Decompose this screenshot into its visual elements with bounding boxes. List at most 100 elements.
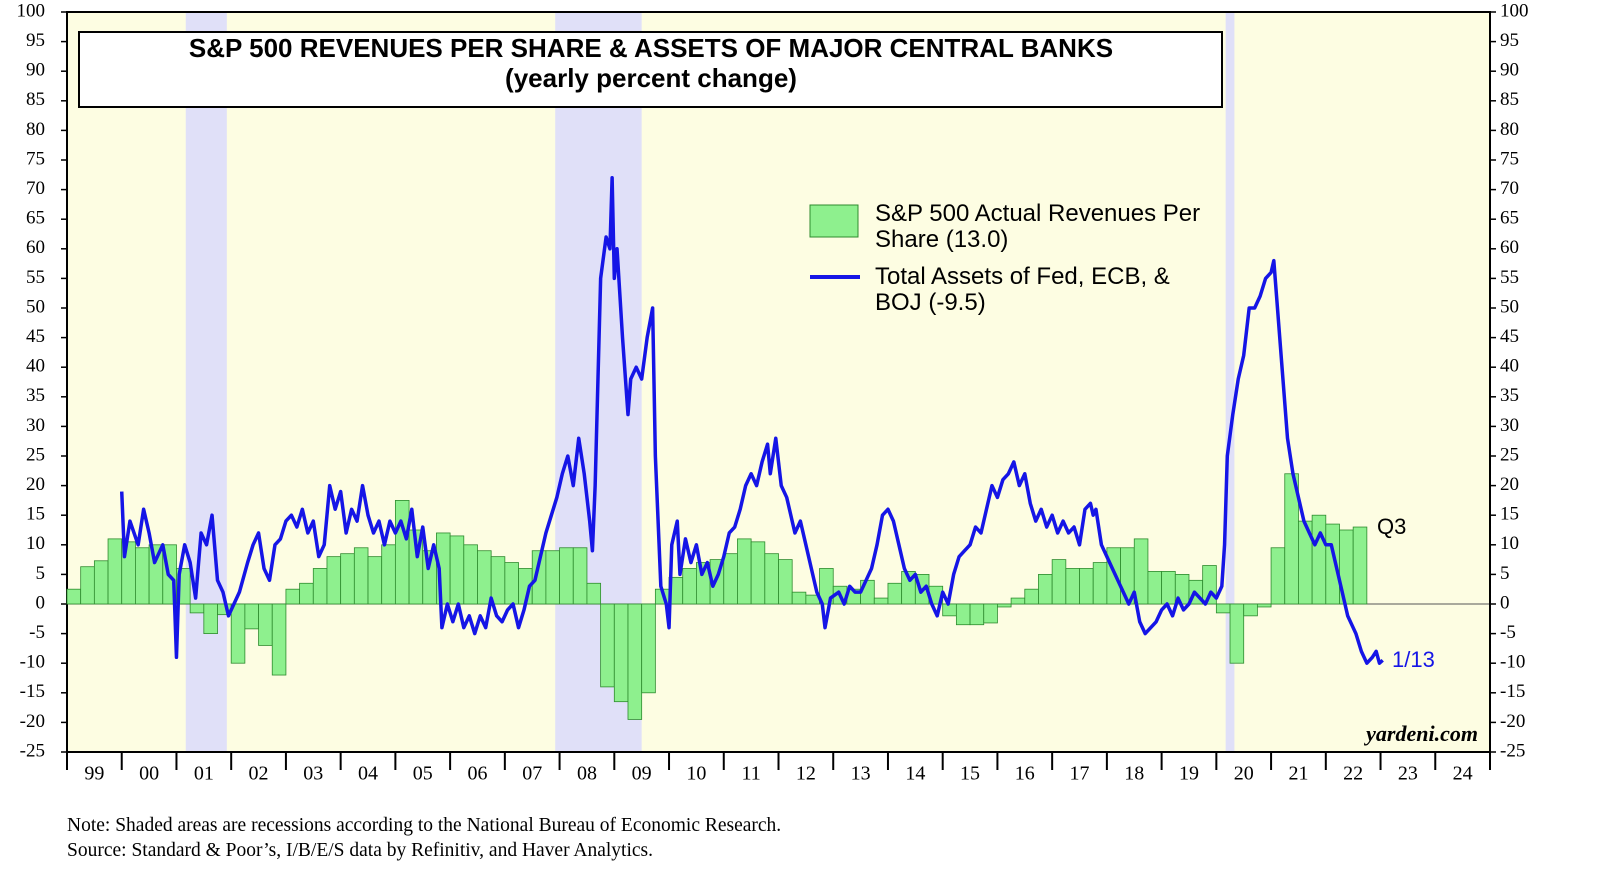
line — [119, 176, 1384, 665]
bar — [969, 603, 985, 626]
bar — [1038, 574, 1053, 605]
bar — [244, 603, 259, 630]
bar — [1106, 547, 1121, 605]
plot-area — [67, 12, 1490, 752]
bar — [135, 547, 150, 605]
y-tick-label: 80 — [1500, 119, 1519, 140]
y-tick-label: 80 — [26, 119, 45, 140]
y-tick-label: 0 — [36, 592, 46, 613]
bar — [1147, 571, 1163, 605]
y-tick-label: 65 — [1500, 208, 1519, 229]
bar — [340, 553, 355, 605]
bar — [778, 559, 793, 605]
bar — [477, 550, 492, 605]
x-tick-label: 19 — [1179, 763, 1199, 785]
y-tick-label: 5 — [1500, 563, 1510, 584]
y-tick-label: 85 — [1500, 89, 1519, 110]
x-tick-label: 06 — [467, 763, 487, 785]
y-tick-label: -5 — [1500, 622, 1516, 643]
x-tick-label: 21 — [1288, 763, 1308, 785]
y-tick-label: 70 — [26, 178, 45, 199]
bar — [1270, 547, 1286, 605]
bar — [1010, 597, 1026, 605]
bar — [873, 597, 889, 605]
legend-label: S&P 500 Actual Revenues Per Share (13.0) — [875, 200, 1201, 253]
bar — [572, 547, 588, 605]
bar — [613, 603, 629, 703]
x-tick-label: 15 — [960, 763, 980, 785]
plot-background — [67, 12, 1490, 752]
y-tick-label: 75 — [26, 148, 45, 169]
bar — [80, 566, 95, 605]
y-tick-label: -10 — [1500, 652, 1525, 673]
bar — [750, 541, 766, 605]
bar — [394, 499, 410, 605]
y-tick-label: 40 — [26, 356, 45, 377]
bar — [942, 603, 957, 617]
x-tick-label: 18 — [1124, 763, 1144, 785]
note: Note: Shaded areas are recessions accord… — [67, 815, 782, 836]
bar — [1352, 526, 1368, 605]
bar — [189, 603, 205, 614]
plot-frame — [66, 11, 1491, 753]
data-marks — [66, 176, 1384, 720]
bar — [641, 603, 656, 694]
bar — [1051, 559, 1067, 605]
bar — [983, 603, 998, 624]
x-tick-label: 01 — [194, 763, 214, 785]
y-tick-label: 75 — [1500, 148, 1519, 169]
y-tick-label: 100 — [1500, 0, 1529, 21]
x-tick-label: 17 — [1070, 763, 1090, 785]
x-tick-label: 24 — [1453, 763, 1473, 785]
bar — [1092, 562, 1108, 605]
bar — [490, 556, 506, 605]
bar — [737, 538, 752, 605]
y-tick-label: 100 — [17, 0, 46, 21]
y-tick-label: 20 — [1500, 474, 1519, 495]
x-tick-label: 99 — [84, 763, 104, 785]
bar — [271, 603, 287, 676]
y-tick-label: 50 — [1500, 296, 1519, 317]
y-tick-label: 70 — [1500, 178, 1519, 199]
bar — [764, 553, 779, 605]
chart-subtitle: (yearly percent change) — [505, 63, 797, 93]
x-tick-label: 03 — [303, 763, 323, 785]
note: Source: Standard & Poor’s, I/B/E/S data … — [67, 840, 653, 861]
bar — [449, 535, 465, 605]
y-tick-label: 40 — [1500, 356, 1519, 377]
y-tick-label: -10 — [20, 652, 45, 673]
bar — [107, 538, 123, 605]
y-tick-label: -5 — [29, 622, 45, 643]
x-tick-label: 09 — [632, 763, 652, 785]
y-tick-label: 10 — [1500, 533, 1519, 554]
bar — [600, 603, 615, 688]
bar — [463, 544, 478, 605]
y-tick-label: 20 — [26, 474, 45, 495]
y-tick-label: 60 — [1500, 237, 1519, 258]
bar — [955, 603, 971, 626]
y-tick-label: 90 — [26, 60, 45, 81]
bar — [203, 603, 218, 635]
y-tick-label: 55 — [1500, 267, 1519, 288]
y-tick-label: -20 — [20, 711, 45, 732]
bar — [1256, 603, 1272, 608]
y-tick-label: -15 — [20, 681, 45, 702]
y-tick-label: 50 — [26, 296, 45, 317]
bar — [586, 582, 602, 605]
bar — [1215, 603, 1231, 614]
bar — [312, 568, 328, 605]
x-tick-label: 02 — [249, 763, 269, 785]
bar — [381, 544, 396, 605]
x-tick-label: 10 — [686, 763, 706, 785]
x-tick-label: 13 — [851, 763, 871, 785]
bar — [723, 553, 738, 605]
x-tick-label: 11 — [742, 763, 761, 785]
y-tick-label: 25 — [1500, 444, 1519, 465]
y-tick-label: -15 — [1500, 681, 1525, 702]
bar — [1229, 603, 1245, 664]
bar — [93, 560, 109, 605]
annotation: 1/13 — [1392, 647, 1435, 672]
y-tick-label: -25 — [20, 740, 45, 761]
